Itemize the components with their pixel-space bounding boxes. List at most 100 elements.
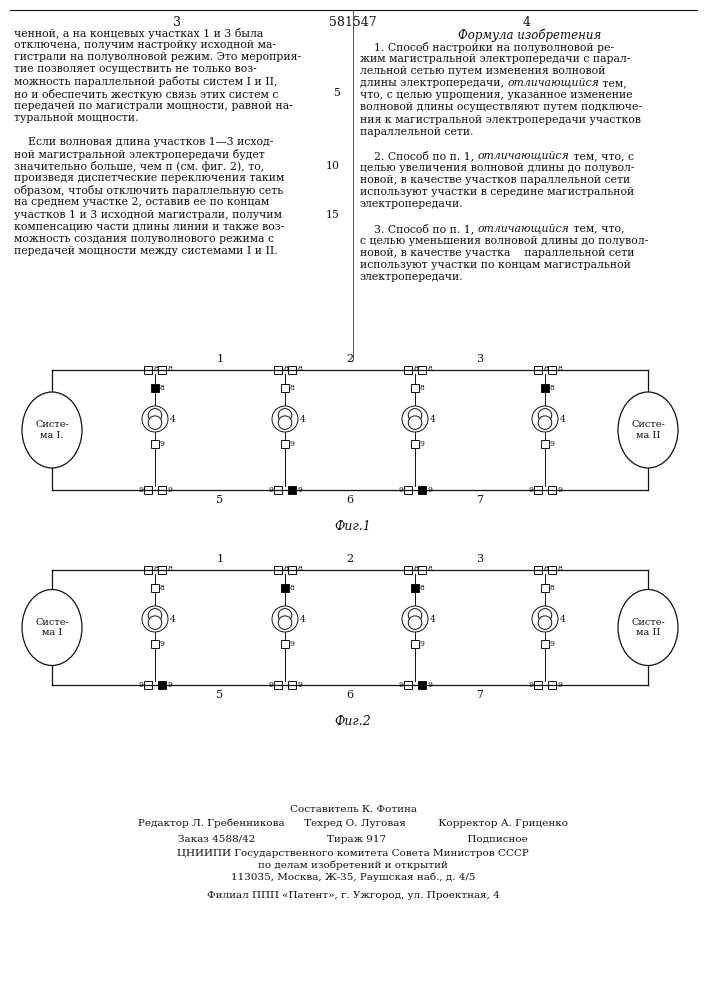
Text: жим магистральной электропередачи с парал-: жим магистральной электропередачи с пара… — [360, 54, 631, 64]
Bar — [144, 486, 152, 494]
Bar — [404, 681, 412, 689]
Bar — [418, 566, 426, 574]
Text: 5: 5 — [216, 495, 223, 505]
Bar — [158, 566, 166, 574]
Circle shape — [272, 606, 298, 632]
Text: 9: 9 — [427, 681, 432, 689]
Bar — [158, 486, 166, 494]
Bar — [411, 640, 419, 648]
Bar — [541, 440, 549, 448]
Text: 8: 8 — [427, 565, 432, 573]
Text: 4: 4 — [170, 614, 176, 624]
Text: 9: 9 — [160, 640, 165, 648]
Text: 9: 9 — [528, 681, 533, 689]
Text: что, с целью упрощения, указанное изменение: что, с целью упрощения, указанное измене… — [360, 90, 633, 100]
Circle shape — [142, 606, 168, 632]
Circle shape — [532, 406, 558, 432]
Text: 5: 5 — [216, 690, 223, 700]
Bar — [288, 566, 296, 574]
Circle shape — [538, 616, 551, 629]
Text: но и обеспечить жесткую связь этих систем с: но и обеспечить жесткую связь этих систе… — [14, 89, 279, 100]
Bar — [281, 440, 289, 448]
Text: 1: 1 — [216, 354, 223, 364]
Text: 1: 1 — [216, 554, 223, 564]
Text: волновой длины осуществляют путем подключе-: волновой длины осуществляют путем подклю… — [360, 103, 642, 112]
Text: по делам изобретений и открытий: по делам изобретений и открытий — [258, 861, 448, 870]
Bar — [151, 440, 159, 448]
Text: 1. Способ настройки на полуволновой ре-: 1. Способ настройки на полуволновой ре- — [360, 42, 614, 53]
Ellipse shape — [618, 589, 678, 666]
Text: 8: 8 — [297, 565, 302, 573]
Text: 9: 9 — [427, 486, 432, 494]
Text: 9: 9 — [420, 440, 425, 448]
Text: 7: 7 — [477, 690, 484, 700]
Bar — [144, 566, 152, 574]
Bar — [274, 681, 282, 689]
Text: ния к магистральной электропередачи участков: ния к магистральной электропередачи учас… — [360, 115, 641, 125]
Text: на среднем участке 2, оставив ее по концам: на среднем участке 2, оставив ее по конц… — [14, 197, 269, 207]
Text: 15: 15 — [326, 210, 340, 220]
Circle shape — [279, 616, 292, 629]
Circle shape — [272, 406, 298, 432]
Text: 8: 8 — [550, 384, 555, 392]
Text: используют участки в середине магистральной: используют участки в середине магистраль… — [360, 187, 634, 197]
Text: 9: 9 — [297, 486, 302, 494]
Circle shape — [148, 416, 162, 429]
Text: 2: 2 — [346, 554, 354, 564]
Text: 2. Способ по п. 1,: 2. Способ по п. 1, — [360, 151, 478, 162]
Text: 5: 5 — [333, 89, 340, 99]
Text: Систе-
ма II: Систе- ма II — [631, 618, 665, 637]
Text: целью увеличения волновой длины до полувол-: целью увеличения волновой длины до полув… — [360, 163, 634, 173]
Circle shape — [142, 406, 168, 432]
Bar — [548, 566, 556, 574]
Bar — [281, 584, 289, 592]
Text: ной магистральной электропередачи будет: ной магистральной электропередачи будет — [14, 149, 264, 160]
Text: можность создания полуволнового режима с: можность создания полуволнового режима с — [14, 234, 274, 244]
Bar — [288, 681, 296, 689]
Bar — [548, 366, 556, 374]
Bar — [411, 384, 419, 392]
Bar — [274, 566, 282, 574]
Text: новой, в качестве участка    параллельной сети: новой, в качестве участка параллельной с… — [360, 248, 634, 258]
Text: 8: 8 — [290, 384, 295, 392]
Text: Составитель К. Фотина: Составитель К. Фотина — [289, 805, 416, 814]
Text: участков 1 и 3 исходной магистрали, получим: участков 1 и 3 исходной магистрали, полу… — [14, 210, 282, 220]
Bar — [151, 640, 159, 648]
Bar — [274, 486, 282, 494]
Text: 8: 8 — [557, 365, 562, 373]
Text: Заказ 4588/42                      Тираж 917                         Подписное: Заказ 4588/42 Тираж 917 Подписное — [178, 835, 528, 844]
Text: 8: 8 — [550, 584, 555, 592]
Circle shape — [279, 416, 292, 429]
Circle shape — [148, 409, 162, 422]
Bar — [411, 440, 419, 448]
Text: компенсацию части длины линии и также воз-: компенсацию части длины линии и также во… — [14, 222, 284, 232]
Text: 4: 4 — [300, 414, 305, 424]
Text: используют участки по концам магистральной: используют участки по концам магистральн… — [360, 260, 631, 270]
Circle shape — [148, 609, 162, 622]
Text: Систе-
ма II: Систе- ма II — [631, 420, 665, 440]
Text: 4: 4 — [523, 16, 531, 29]
Text: 6: 6 — [346, 690, 354, 700]
Text: лельной сетью путем изменения волновой: лельной сетью путем изменения волновой — [360, 66, 605, 76]
Ellipse shape — [618, 392, 678, 468]
Text: 4: 4 — [560, 414, 566, 424]
Circle shape — [408, 609, 422, 622]
Text: 9: 9 — [557, 681, 562, 689]
Text: 8: 8 — [297, 365, 302, 373]
Text: 9: 9 — [550, 640, 555, 648]
Text: 8: 8 — [160, 584, 165, 592]
Bar — [418, 681, 426, 689]
Bar — [534, 566, 542, 574]
Bar — [534, 486, 542, 494]
Text: 4: 4 — [300, 614, 305, 624]
Circle shape — [538, 609, 551, 622]
Text: Формула изобретения: Формула изобретения — [458, 28, 602, 41]
Text: отличающийся: отличающийся — [478, 151, 570, 161]
Text: 8: 8 — [427, 365, 432, 373]
Text: 9: 9 — [268, 681, 273, 689]
Text: 9: 9 — [420, 640, 425, 648]
Text: 8: 8 — [167, 565, 172, 573]
Circle shape — [538, 409, 551, 422]
Bar — [541, 384, 549, 392]
Bar — [281, 640, 289, 648]
